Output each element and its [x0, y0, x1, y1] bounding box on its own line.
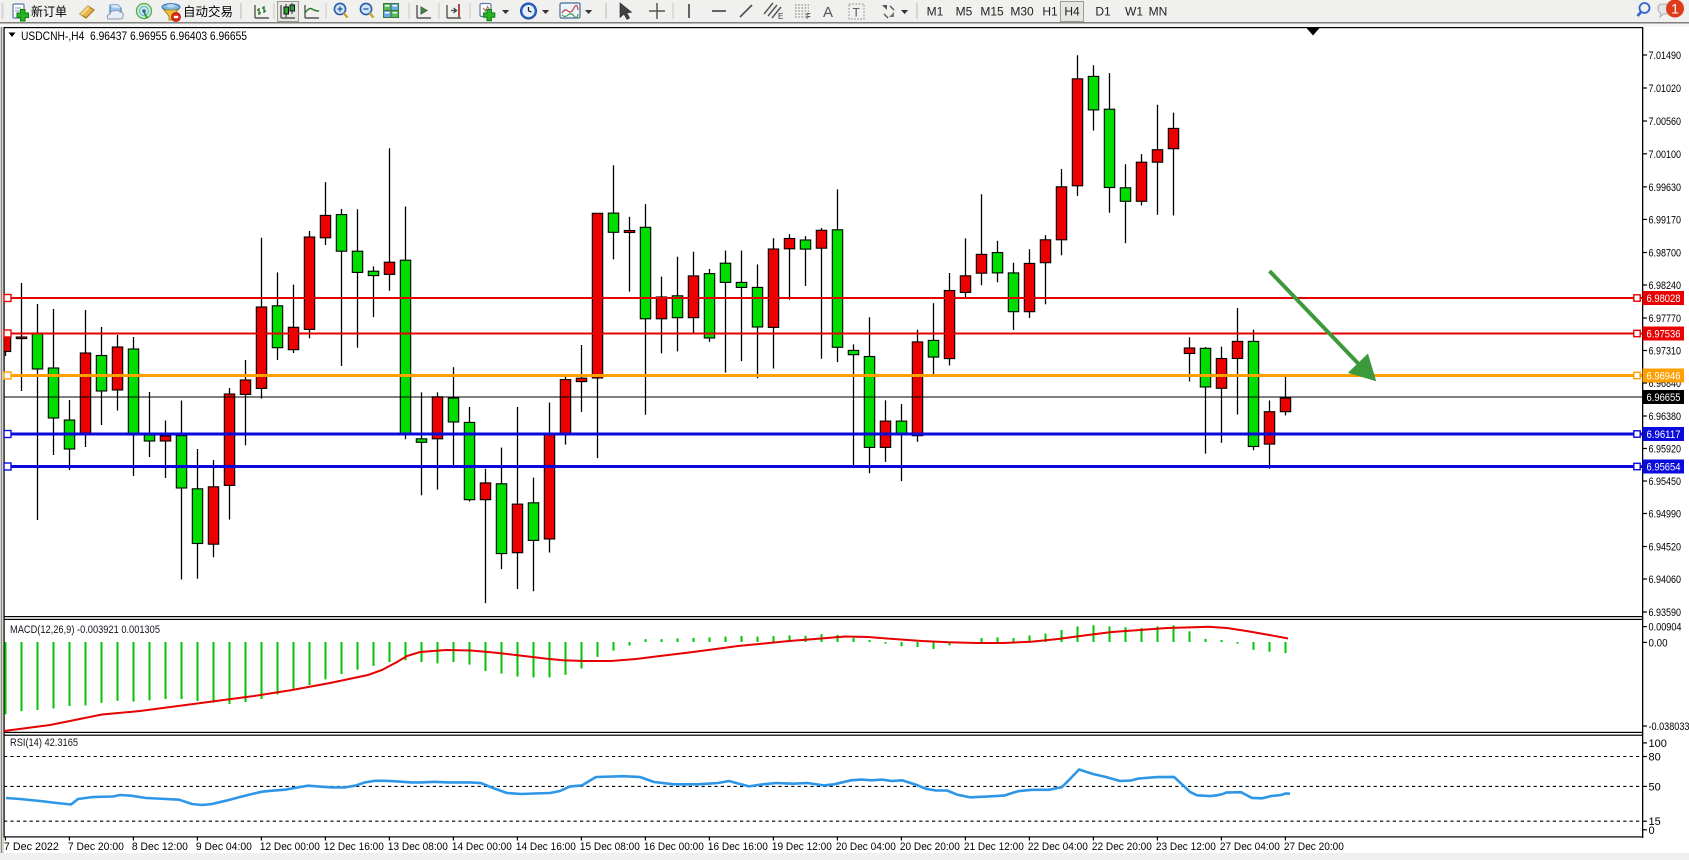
svg-text:23 Dec 12:00: 23 Dec 12:00: [1156, 841, 1216, 853]
svg-text:自动交易: 自动交易: [183, 4, 233, 19]
svg-text:6.96117: 6.96117: [1647, 429, 1681, 441]
svg-text:6.94520: 6.94520: [1649, 542, 1682, 554]
svg-text:7.00560: 7.00560: [1649, 116, 1682, 128]
svg-text:19 Dec 12:00: 19 Dec 12:00: [772, 841, 832, 853]
svg-text:1: 1: [1671, 1, 1679, 17]
svg-text:D1: D1: [1095, 5, 1111, 19]
svg-text:21 Dec 12:00: 21 Dec 12:00: [964, 841, 1024, 853]
svg-text:8 Dec 12:00: 8 Dec 12:00: [132, 841, 188, 853]
svg-text:6.94060: 6.94060: [1649, 574, 1682, 586]
svg-text:6.96380: 6.96380: [1649, 411, 1682, 423]
svg-text:H1: H1: [1042, 5, 1058, 19]
svg-text:9 Dec 04:00: 9 Dec 04:00: [196, 841, 252, 853]
svg-text:7.00100: 7.00100: [1649, 149, 1682, 161]
svg-text:7.01490: 7.01490: [1649, 50, 1682, 62]
svg-text:6.98028: 6.98028: [1647, 293, 1681, 305]
svg-text:M30: M30: [1010, 5, 1034, 19]
svg-text:6.97770: 6.97770: [1649, 313, 1682, 325]
svg-text:6.98240: 6.98240: [1649, 280, 1682, 292]
svg-text:E: E: [778, 12, 783, 21]
svg-text:13 Dec 08:00: 13 Dec 08:00: [388, 841, 448, 853]
svg-text:0: 0: [1649, 825, 1655, 837]
svg-text:16 Dec 00:00: 16 Dec 00:00: [644, 841, 704, 853]
svg-text:6.93590: 6.93590: [1649, 607, 1682, 619]
svg-text:14 Dec 16:00: 14 Dec 16:00: [516, 841, 576, 853]
svg-text:27 Dec 20:00: 27 Dec 20:00: [1284, 841, 1344, 853]
svg-text:80: 80: [1649, 752, 1661, 764]
svg-text:20 Dec 04:00: 20 Dec 04:00: [836, 841, 896, 853]
svg-text:USDCNH-,H4 6.96437 6.96955 6.: USDCNH-,H4 6.96437 6.96955 6.96403 6.966…: [21, 29, 247, 43]
svg-text:22 Dec 04:00: 22 Dec 04:00: [1028, 841, 1088, 853]
svg-text:MACD(12,26,9) -0.003921 0.0013: MACD(12,26,9) -0.003921 0.001305: [10, 624, 160, 636]
svg-text:14 Dec 00:00: 14 Dec 00:00: [452, 841, 512, 853]
svg-text:M15: M15: [980, 5, 1004, 19]
svg-text:100: 100: [1649, 738, 1667, 750]
svg-text:6.94990: 6.94990: [1649, 509, 1682, 521]
svg-text:6.95450: 6.95450: [1649, 476, 1682, 488]
svg-text:20 Dec 20:00: 20 Dec 20:00: [900, 841, 960, 853]
svg-text:6.96655: 6.96655: [1647, 392, 1681, 404]
svg-text:7 Dec 20:00: 7 Dec 20:00: [68, 841, 124, 853]
svg-text:W1: W1: [1125, 5, 1143, 19]
svg-text:6.97536: 6.97536: [1647, 329, 1681, 341]
svg-text:7.01020: 7.01020: [1649, 83, 1682, 95]
svg-text:6.99630: 6.99630: [1649, 182, 1682, 194]
svg-text:50: 50: [1649, 781, 1661, 793]
svg-text:-0.038033: -0.038033: [1649, 721, 1689, 733]
svg-text:MN: MN: [1149, 5, 1168, 19]
svg-text:15: 15: [1649, 816, 1661, 828]
svg-text:6.97310: 6.97310: [1649, 346, 1682, 358]
svg-text:A: A: [823, 4, 833, 21]
svg-text:27 Dec 04:00: 27 Dec 04:00: [1220, 841, 1280, 853]
svg-text:RSI(14) 42.3165: RSI(14) 42.3165: [10, 737, 78, 749]
svg-text:6.96946: 6.96946: [1647, 371, 1681, 383]
svg-text:新订单: 新订单: [31, 4, 67, 19]
svg-text:22 Dec 20:00: 22 Dec 20:00: [1092, 841, 1152, 853]
svg-text:12 Dec 00:00: 12 Dec 00:00: [260, 841, 320, 853]
svg-text:0.00904: 0.00904: [1649, 622, 1682, 634]
svg-text:6.95920: 6.95920: [1649, 444, 1682, 456]
svg-text:0.00: 0.00: [1649, 637, 1668, 649]
svg-text:15 Dec 08:00: 15 Dec 08:00: [580, 841, 640, 853]
svg-text:12 Dec 16:00: 12 Dec 16:00: [324, 841, 384, 853]
svg-text:6.98700: 6.98700: [1649, 248, 1682, 260]
svg-text:6.95654: 6.95654: [1647, 462, 1681, 474]
svg-text:M5: M5: [956, 5, 973, 19]
svg-text:F: F: [806, 12, 811, 21]
svg-text:T: T: [853, 6, 861, 20]
svg-text:6.99170: 6.99170: [1649, 214, 1682, 226]
svg-text:16 Dec 16:00: 16 Dec 16:00: [708, 841, 768, 853]
svg-text:M1: M1: [927, 5, 944, 19]
svg-text:7 Dec 2022: 7 Dec 2022: [4, 841, 59, 853]
svg-text:H4: H4: [1064, 5, 1080, 19]
